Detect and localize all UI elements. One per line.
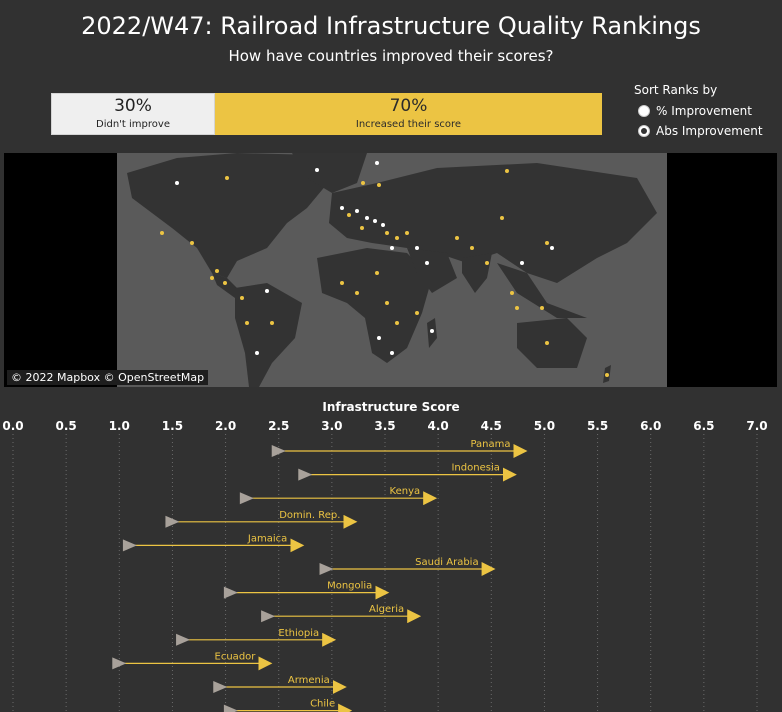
start-score-marker[interactable] bbox=[223, 704, 238, 712]
x-tick-label: 5.5 bbox=[587, 419, 608, 433]
row-mongolia[interactable]: Mongolia bbox=[223, 581, 390, 600]
map-attribution[interactable]: © 2022 Mapbox © OpenStreetMap bbox=[7, 370, 209, 385]
sort-option-abs-improvement[interactable]: Abs Improvement bbox=[634, 121, 779, 141]
x-tick-label: 7.0 bbox=[746, 419, 767, 433]
start-score-marker[interactable] bbox=[298, 468, 313, 481]
improved-segment[interactable]: 70% Increased their score bbox=[215, 93, 602, 135]
country-label: Ecuador bbox=[215, 651, 257, 662]
land-south-america bbox=[235, 283, 302, 387]
x-tick-label: 4.5 bbox=[481, 419, 502, 433]
map-land bbox=[127, 153, 657, 387]
improvement-summary-bar: 30% Didn't improve 70% Increased their s… bbox=[51, 93, 602, 135]
row-kenya[interactable]: Kenya bbox=[239, 486, 438, 506]
radio-pct-improvement[interactable] bbox=[638, 105, 650, 117]
country-label: Domin. Rep. bbox=[279, 510, 340, 521]
row-domin-rep-[interactable]: Domin. Rep. bbox=[165, 510, 358, 529]
land-australia bbox=[517, 318, 587, 368]
country-label: Panama bbox=[470, 439, 510, 450]
x-tick-label: 1.5 bbox=[162, 419, 183, 433]
row-panama[interactable]: Panama bbox=[271, 439, 528, 458]
row-ecuador[interactable]: Ecuador bbox=[112, 651, 273, 671]
row-armenia[interactable]: Armenia bbox=[213, 675, 347, 694]
country-label: Algeria bbox=[369, 604, 404, 615]
land-central-america bbox=[212, 273, 242, 298]
country-label: Kenya bbox=[390, 486, 421, 497]
arrow-range-chart: 0.0 0.5 1.0 1.5 2.0 2.5 3.0 3.5 4.0 4.5 5.0 5.5 6.0 6… bbox=[2, 419, 768, 712]
row-ethiopia[interactable]: Ethiopia bbox=[176, 628, 337, 647]
didnt-improve-label: Didn't improve bbox=[96, 119, 170, 130]
sort-title: Sort Ranks by bbox=[634, 83, 718, 97]
x-tick-label: 6.5 bbox=[693, 419, 714, 433]
sort-option-label: Abs Improvement bbox=[656, 124, 763, 138]
map-svg bbox=[127, 153, 657, 387]
country-label: Armenia bbox=[288, 675, 330, 686]
sort-ranks-control: Sort Ranks by % Improvement Abs Improvem… bbox=[634, 83, 779, 141]
improved-pct: 70% bbox=[389, 96, 428, 116]
didnt-improve-pct: 30% bbox=[114, 96, 152, 116]
land-india bbox=[462, 253, 492, 293]
row-chile[interactable]: Chile bbox=[223, 699, 353, 712]
country-label: Indonesia bbox=[451, 463, 499, 474]
world-map[interactable]: © 2022 Mapbox © OpenStreetMap bbox=[4, 153, 777, 387]
x-tick-label: 3.0 bbox=[321, 419, 342, 433]
page-subtitle: How have countries improved their scores… bbox=[228, 47, 554, 65]
x-tick-label: 2.5 bbox=[268, 419, 289, 433]
land-north-america bbox=[127, 153, 332, 278]
start-score-marker[interactable] bbox=[112, 657, 127, 670]
start-score-marker[interactable] bbox=[319, 563, 334, 575]
chart-tick-labels: 0.0 0.5 1.0 1.5 2.0 2.5 3.0 3.5 4.0 4.5 5.0 5.5 6.0 6… bbox=[2, 419, 767, 433]
x-tick-label: 0.5 bbox=[56, 419, 77, 433]
land-arabia bbox=[407, 248, 457, 293]
x-tick-label: 4.0 bbox=[428, 419, 449, 433]
didnt-improve-segment[interactable]: 30% Didn't improve bbox=[51, 93, 215, 135]
country-label: Jamaica bbox=[247, 533, 287, 544]
row-indonesia[interactable]: Indonesia bbox=[298, 463, 517, 482]
chart-rows: Panama Indonesia Kenya Domin. Rep. Jamaica Sa… bbox=[112, 439, 528, 712]
x-tick-label: 3.5 bbox=[374, 419, 395, 433]
radio-abs-improvement[interactable] bbox=[638, 125, 650, 137]
page-title: 2022/W47: Railroad Infrastructure Qualit… bbox=[81, 12, 701, 40]
country-label: Saudi Arabia bbox=[415, 557, 478, 568]
x-tick-label: 5.0 bbox=[534, 419, 555, 433]
country-label: Mongolia bbox=[327, 581, 372, 592]
chart-title: Infrastructure Score bbox=[322, 400, 460, 414]
land-greenland bbox=[292, 153, 367, 193]
start-score-marker[interactable] bbox=[176, 633, 191, 646]
country-label: Ethiopia bbox=[278, 628, 319, 639]
map-canvas[interactable] bbox=[117, 153, 667, 387]
start-score-marker[interactable] bbox=[239, 492, 254, 505]
start-score-marker[interactable] bbox=[213, 681, 228, 693]
land-eurasia bbox=[329, 163, 657, 283]
x-tick-label: 6.0 bbox=[640, 419, 661, 433]
sort-option-pct-improvement[interactable]: % Improvement bbox=[634, 101, 779, 121]
land-se-asia bbox=[497, 263, 587, 318]
row-algeria[interactable]: Algeria bbox=[261, 604, 422, 624]
x-tick-label: 1.0 bbox=[109, 419, 130, 433]
start-score-marker[interactable] bbox=[122, 539, 137, 552]
improved-label: Increased their score bbox=[355, 119, 462, 130]
start-score-marker[interactable] bbox=[261, 610, 276, 623]
sort-option-label: % Improvement bbox=[656, 104, 752, 118]
map-points bbox=[160, 161, 609, 377]
row-saudi-arabia[interactable]: Saudi Arabia bbox=[319, 557, 496, 576]
chart-gridlines bbox=[12, 434, 758, 712]
row-jamaica[interactable]: Jamaica bbox=[122, 533, 305, 553]
x-tick-label: 0.0 bbox=[2, 419, 23, 433]
start-score-marker[interactable] bbox=[223, 586, 238, 599]
country-label: Chile bbox=[310, 699, 335, 710]
start-score-marker[interactable] bbox=[165, 515, 180, 528]
x-tick-label: 2.0 bbox=[215, 419, 236, 433]
land-africa bbox=[317, 248, 432, 363]
start-score-marker[interactable] bbox=[271, 445, 286, 457]
